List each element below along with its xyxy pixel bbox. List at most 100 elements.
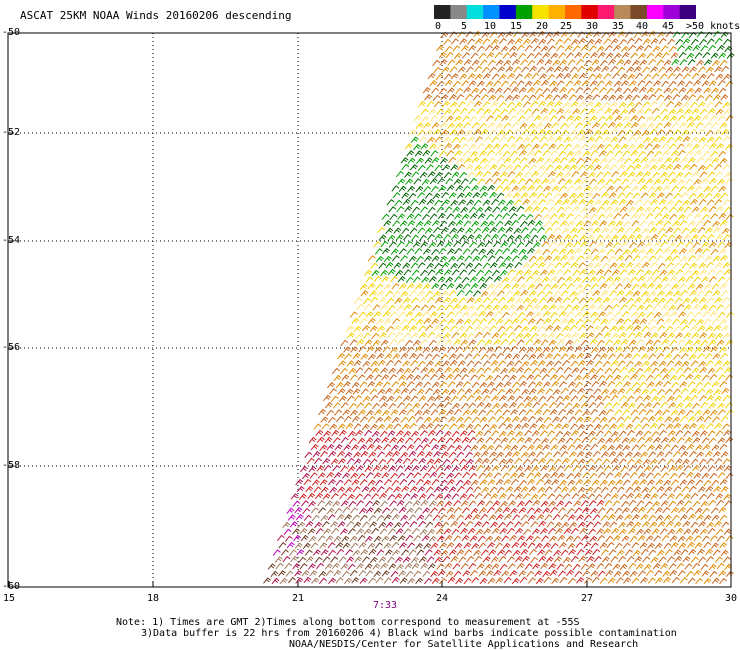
wind-barb [556, 240, 565, 248]
wind-barb [562, 430, 571, 438]
wind-barb [558, 541, 567, 549]
wind-barb [495, 318, 504, 325]
wind-barb [337, 423, 346, 430]
wind-barb [460, 178, 469, 185]
wind-barb [622, 444, 631, 452]
wind-barb [561, 227, 570, 235]
wind-barb [647, 185, 656, 193]
graticule [8, 33, 731, 587]
wind-barb [386, 325, 395, 333]
wind-barb [716, 339, 725, 347]
wind-barb [345, 325, 354, 332]
wind-barb [516, 436, 525, 444]
wind-barb [509, 570, 518, 577]
wind-barb [596, 562, 605, 570]
wind-barb [580, 304, 589, 311]
wind-barb [587, 73, 596, 81]
wind-barb [706, 101, 715, 109]
wind-barb [450, 38, 459, 45]
wind-barb [634, 395, 643, 403]
wind-barb [343, 415, 352, 423]
wind-barb [645, 178, 654, 185]
wind-barb [466, 394, 475, 402]
wind-barb [518, 346, 527, 354]
wind-barb [536, 451, 545, 458]
wind-barb [536, 192, 545, 200]
wind-barb [686, 541, 695, 549]
wind-barb [589, 472, 598, 480]
wind-barb [386, 395, 395, 403]
wind-barb [365, 437, 374, 444]
wind-barb [701, 114, 710, 122]
wind-barb [460, 402, 469, 410]
wind-barb [354, 556, 363, 563]
wind-barb [707, 332, 716, 340]
wind-barb [523, 395, 532, 403]
wind-barb [505, 325, 514, 332]
wind-barb [545, 324, 554, 332]
wind-barb [463, 318, 472, 325]
wind-barb [612, 44, 621, 52]
wind-barb [574, 345, 583, 353]
wind-barb [581, 276, 590, 284]
wind-barb [401, 521, 410, 528]
wind-barb [617, 66, 626, 74]
wind-barb [372, 437, 381, 445]
wind-barb [464, 255, 473, 262]
wind-barb [670, 185, 679, 192]
wind-barb [432, 514, 441, 521]
wind-barb [310, 443, 319, 451]
wind-barb [472, 255, 481, 262]
wind-barb [570, 458, 579, 466]
wind-barb [461, 240, 470, 248]
wind-barb [453, 472, 462, 479]
wind-barb [679, 346, 688, 354]
wind-barb [429, 213, 438, 220]
wind-barb [514, 37, 523, 45]
wind-barb [366, 443, 375, 451]
wind-barb [618, 521, 627, 529]
wind-barb [415, 185, 424, 193]
wind-barb [458, 458, 467, 466]
wind-barb [415, 478, 424, 486]
wind-barb [642, 101, 651, 108]
wind-barb [655, 219, 664, 227]
wind-barb [503, 576, 512, 584]
wind-barb [408, 422, 417, 430]
wind-barb [555, 430, 564, 438]
wind-barb [415, 416, 424, 423]
map-title: ASCAT 25KM NOAA Winds 20160206 descendin… [20, 9, 292, 22]
wind-barb [567, 577, 576, 585]
wind-barb [641, 290, 650, 298]
wind-barb [562, 198, 571, 206]
wind-barb [440, 290, 449, 298]
wind-barb [432, 59, 441, 67]
wind-barb [614, 150, 623, 157]
wind-barb [447, 122, 456, 130]
wind-barb [724, 304, 733, 311]
wind-barb [402, 297, 411, 304]
wind-barb [656, 486, 665, 493]
wind-barb [562, 493, 571, 500]
wind-barb [456, 227, 465, 234]
wind-barb [671, 122, 680, 129]
wind-barb [656, 129, 665, 136]
wind-barb [378, 234, 387, 241]
wind-barb [577, 262, 586, 269]
wind-barb [477, 241, 486, 249]
wind-barb [369, 388, 378, 395]
wind-barb [501, 114, 510, 122]
wind-barb [351, 415, 360, 423]
wind-barb [473, 128, 482, 136]
wind-barb [307, 528, 316, 535]
wind-barb [381, 570, 390, 577]
wind-barb [652, 45, 661, 53]
legend-swatch [597, 5, 615, 19]
wind-barb [655, 380, 664, 388]
wind-barb [528, 451, 537, 458]
wind-barb [695, 514, 704, 521]
wind-barb [588, 528, 597, 535]
wind-barb [298, 493, 307, 500]
wind-barb [494, 408, 503, 416]
wind-barb [347, 430, 356, 438]
